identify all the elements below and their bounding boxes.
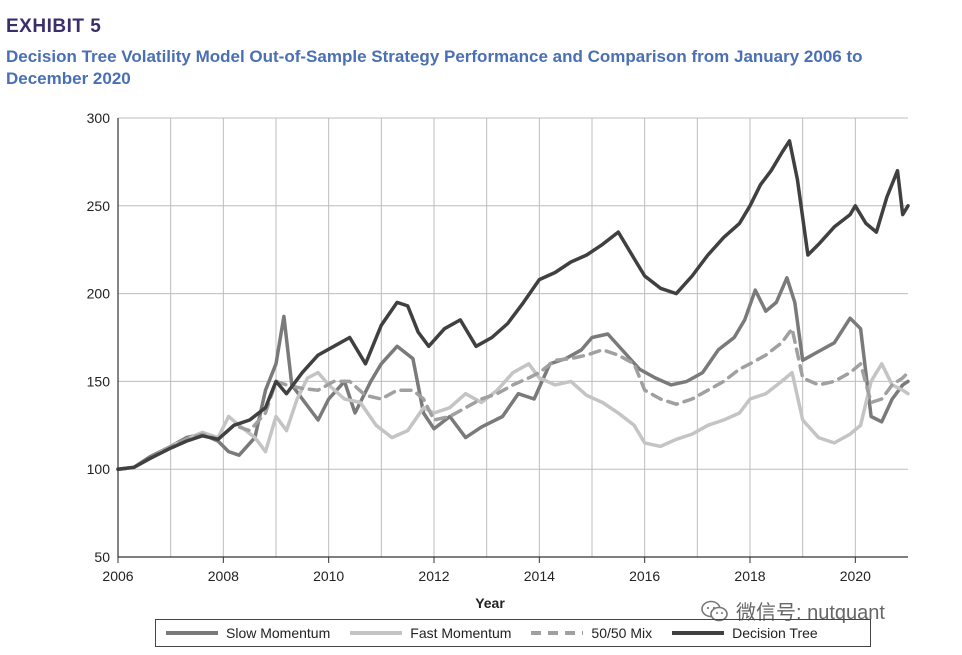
series-line-slow-momentum xyxy=(116,276,910,471)
legend-swatch xyxy=(350,631,403,635)
legend-label: Decision Tree xyxy=(732,625,818,641)
x-tick-label: 2014 xyxy=(524,568,555,584)
series-line-fast-momentum xyxy=(116,362,910,471)
legend-item: Slow Momentum xyxy=(164,625,330,641)
y-tick-label: 250 xyxy=(87,198,111,214)
legend-item: 50/50 Mix xyxy=(529,625,652,641)
chart-title: Decision Tree Volatility Model Out-of-Sa… xyxy=(6,47,863,88)
y-tick-label: 50 xyxy=(94,549,110,565)
legend-label: Slow Momentum xyxy=(226,625,331,641)
legend-label: 50/50 Mix xyxy=(591,625,653,641)
x-axis-title: Year xyxy=(475,595,505,611)
legend-label: Fast Momentum xyxy=(410,625,512,641)
x-tick-label: 2016 xyxy=(629,568,660,584)
series-lines xyxy=(116,139,910,471)
legend-swatch xyxy=(531,631,584,635)
x-tick-label: 2020 xyxy=(840,568,871,584)
y-tick-label: 200 xyxy=(87,286,111,302)
y-tick-label: 300 xyxy=(87,110,111,126)
legend: Slow Momentum Fast Momentum 50/50 Mix Decis… xyxy=(155,619,871,647)
x-tick-label: 2018 xyxy=(734,568,765,584)
wechat-icon xyxy=(701,600,728,621)
legend-item: Decision Tree xyxy=(670,625,818,641)
tick-labels: 50 100 150 200 250 300 2006 2008 2010 2012 2014 201… xyxy=(87,110,871,584)
x-tick-label: 2006 xyxy=(102,568,133,584)
axes xyxy=(117,118,908,563)
watermark: 微信号: nutquant xyxy=(700,596,885,625)
x-tick-label: 2008 xyxy=(208,568,239,584)
exhibit-label: EXHIBIT 5 xyxy=(6,16,102,37)
x-tick-label: 2010 xyxy=(313,568,344,584)
y-tick-label: 150 xyxy=(87,373,111,389)
series-line-decision-tree xyxy=(116,139,910,471)
grid-lines xyxy=(118,117,908,558)
x-tick-label: 2012 xyxy=(418,568,449,584)
legend-swatch xyxy=(166,631,218,635)
legend-item: Fast Momentum xyxy=(348,625,511,641)
watermark-text: 微信号: nutquant xyxy=(736,602,885,624)
y-tick-label: 100 xyxy=(87,461,111,477)
legend-swatch xyxy=(672,631,725,635)
